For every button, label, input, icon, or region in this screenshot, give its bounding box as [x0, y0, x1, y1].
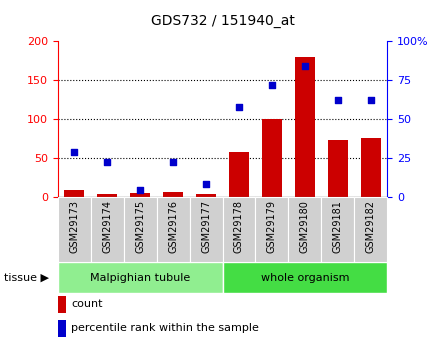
Text: GSM29178: GSM29178: [234, 200, 244, 253]
Bar: [196, 194, 216, 197]
Point: [235, 104, 243, 109]
Bar: [295, 57, 315, 197]
Bar: [190, 197, 222, 262]
Bar: [65, 190, 84, 197]
Text: GSM29175: GSM29175: [135, 200, 145, 253]
Point: [71, 149, 78, 155]
Point: [334, 98, 341, 103]
Text: percentile rank within the sample: percentile rank within the sample: [71, 323, 259, 333]
Text: GSM29177: GSM29177: [201, 200, 211, 253]
Point: [170, 160, 177, 165]
Text: whole organism: whole organism: [261, 273, 349, 283]
Bar: [58, 320, 66, 337]
Bar: [321, 197, 354, 262]
Bar: [354, 197, 387, 262]
Point: [104, 160, 111, 165]
Point: [301, 63, 308, 69]
Text: GSM29179: GSM29179: [267, 200, 277, 253]
Bar: [58, 197, 91, 262]
Bar: [58, 262, 222, 293]
Text: Malpighian tubule: Malpighian tubule: [90, 273, 190, 283]
Bar: [91, 197, 124, 262]
Bar: [255, 197, 288, 262]
Text: count: count: [71, 299, 102, 309]
Bar: [229, 152, 249, 197]
Text: GDS732 / 151940_at: GDS732 / 151940_at: [150, 13, 295, 28]
Bar: [328, 140, 348, 197]
Text: GSM29180: GSM29180: [300, 200, 310, 253]
Text: GSM29174: GSM29174: [102, 200, 112, 253]
Point: [137, 188, 144, 193]
Bar: [124, 197, 157, 262]
Bar: [222, 262, 387, 293]
Bar: [288, 197, 321, 262]
Text: GSM29182: GSM29182: [366, 200, 376, 253]
Bar: [262, 119, 282, 197]
Bar: [157, 197, 190, 262]
Bar: [130, 193, 150, 197]
Text: GSM29181: GSM29181: [333, 200, 343, 253]
Bar: [222, 197, 255, 262]
Text: GSM29173: GSM29173: [69, 200, 79, 253]
Text: tissue ▶: tissue ▶: [4, 273, 49, 283]
Point: [367, 98, 374, 103]
Point: [202, 181, 210, 187]
Bar: [97, 194, 117, 197]
Bar: [58, 296, 66, 313]
Bar: [361, 138, 380, 197]
Point: [268, 82, 275, 88]
Text: GSM29176: GSM29176: [168, 200, 178, 253]
Bar: [163, 192, 183, 197]
